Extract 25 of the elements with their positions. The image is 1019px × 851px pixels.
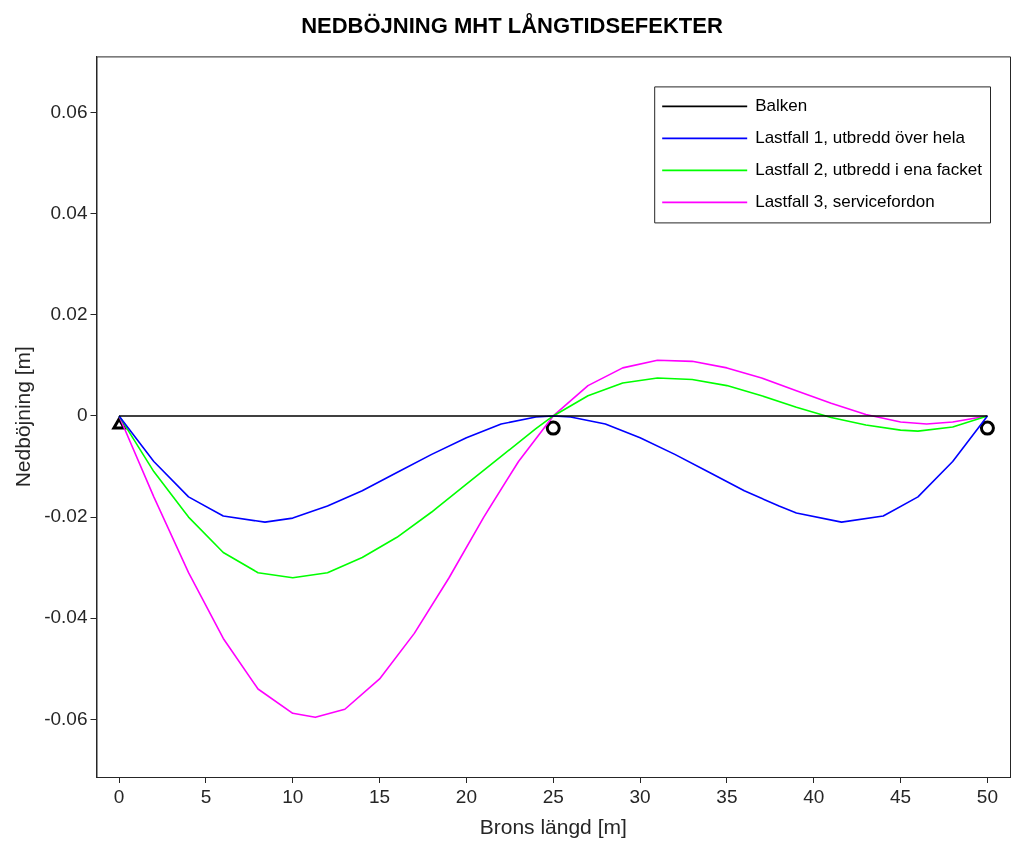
- y-tick-label: 0.04: [50, 201, 88, 223]
- legend-label: Lastfall 3, servicefordon: [755, 192, 935, 212]
- x-tick-label: 35: [716, 785, 738, 807]
- legend-label: Lastfall 1, utbredd över hela: [755, 128, 966, 148]
- y-tick-label: 0.06: [50, 100, 88, 122]
- x-tick-label: 50: [976, 785, 998, 807]
- x-tick-label: 10: [282, 785, 304, 807]
- x-tick-label: 40: [803, 785, 825, 807]
- y-tick-label: -0.02: [44, 505, 88, 527]
- x-tick-label: 15: [369, 785, 391, 807]
- x-tick-label: 0: [113, 785, 125, 807]
- x-tick-label: 20: [455, 785, 477, 807]
- x-tick-label: 30: [629, 785, 651, 807]
- y-tick-label: 0.02: [50, 303, 88, 325]
- legend-label: Balken: [755, 96, 808, 116]
- y-tick-label: -0.06: [44, 707, 88, 729]
- x-tick-label: 25: [542, 785, 564, 807]
- x-tick-label: 5: [200, 785, 212, 807]
- y-axis-title: Nedböjning [m]: [11, 346, 35, 488]
- y-tick-label: 0: [76, 404, 88, 426]
- chart-title: NEDBÖJNING MHT LÅNGTIDSEFEKTER: [301, 12, 723, 39]
- x-axis-title: Brons längd [m]: [479, 815, 627, 839]
- y-tick-label: -0.04: [44, 606, 88, 628]
- x-tick-label: 45: [890, 785, 912, 807]
- legend-label: Lastfall 2, utbredd i ena facket: [755, 160, 983, 180]
